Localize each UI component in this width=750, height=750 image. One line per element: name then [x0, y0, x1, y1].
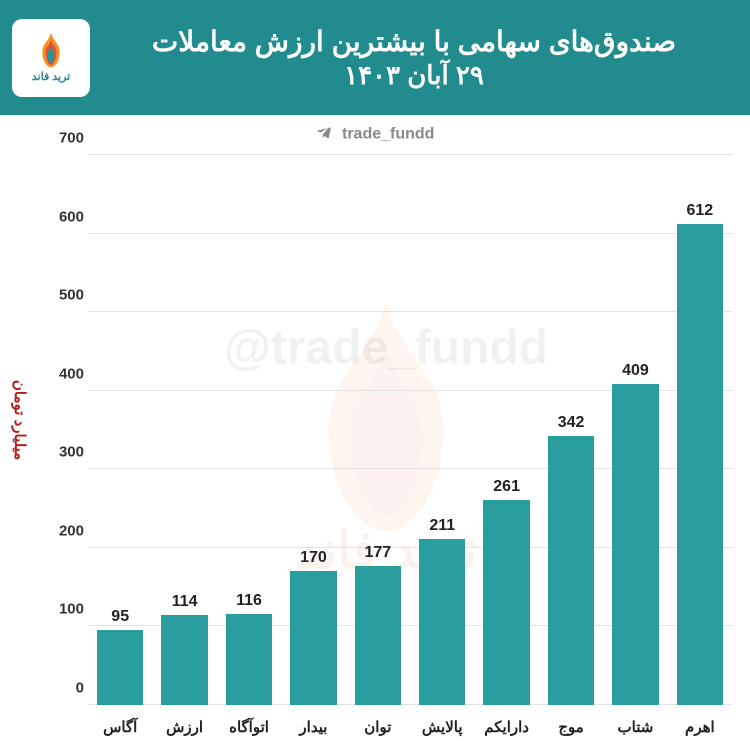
bar	[355, 566, 401, 705]
x-tick-label: اهرم	[668, 718, 732, 736]
bar-column: 211	[410, 155, 474, 705]
y-tick-label: 500	[50, 287, 84, 304]
bar-value-label: 342	[558, 414, 585, 432]
x-axis-labels: آگاسارزشاتوآگاهبیدارتوانپالایشدارایکمموج…	[88, 718, 732, 736]
bar-column: 261	[474, 155, 538, 705]
handle-row: trade_fundd	[0, 115, 750, 152]
bar	[290, 571, 336, 705]
header: ترید فاند صندوق‌های سهامی با بیشترین ارز…	[0, 0, 750, 115]
y-tick-label: 0	[50, 680, 84, 697]
bar-value-label: 114	[172, 593, 198, 611]
bar	[677, 224, 723, 705]
title-line-2: ۲۹ آبان ۱۴۰۳	[90, 60, 738, 91]
title-line-1: صندوق‌های سهامی با بیشترین ارزش معاملات	[90, 25, 738, 58]
bar-column: 342	[539, 155, 603, 705]
bars-row: 95 114 116 170 177 211 261 342 409 612	[88, 155, 732, 705]
bar-column: 95	[88, 155, 152, 705]
x-tick-label: آگاس	[88, 718, 152, 736]
brand-logo: ترید فاند	[12, 19, 90, 97]
bar	[419, 539, 465, 705]
bar	[483, 500, 529, 705]
bar-value-label: 116	[236, 592, 262, 610]
y-tick-label: 200	[50, 522, 84, 539]
y-tick-label: 100	[50, 601, 84, 618]
bar	[161, 615, 207, 705]
bar-value-label: 95	[111, 608, 129, 626]
y-tick-label: 600	[50, 208, 84, 225]
handle-text: trade_fundd	[342, 126, 434, 143]
x-tick-label: موج	[539, 718, 603, 736]
telegram-icon	[316, 123, 334, 146]
bar-value-label: 612	[687, 202, 714, 220]
y-axis-label: میلیارد تومان	[10, 380, 28, 460]
bar-column: 612	[668, 155, 732, 705]
x-tick-label: توان	[346, 718, 410, 736]
x-tick-label: دارایکم	[474, 718, 538, 736]
bar-column: 177	[346, 155, 410, 705]
header-title: صندوق‌های سهامی با بیشترین ارزش معاملات …	[90, 25, 738, 91]
bar-value-label: 261	[493, 478, 520, 496]
bar	[226, 614, 272, 705]
bar-column: 170	[281, 155, 345, 705]
y-tick-label: 400	[50, 365, 84, 382]
bar-value-label: 170	[300, 549, 327, 567]
plot-area: 0100200300400500600700951141161701772112…	[40, 155, 732, 705]
y-tick-label: 300	[50, 444, 84, 461]
bar-value-label: 177	[364, 544, 391, 562]
x-tick-label: ارزش	[152, 718, 216, 736]
flame-icon	[38, 32, 64, 68]
bar	[548, 436, 594, 705]
bar	[612, 384, 658, 705]
bar	[97, 630, 143, 705]
bar-value-label: 211	[429, 517, 455, 535]
y-tick-label: 700	[50, 130, 84, 147]
x-tick-label: اتوآگاه	[217, 718, 281, 736]
bar-column: 116	[217, 155, 281, 705]
chart: ترید فاند @trade_fundd 01002003004005006…	[40, 155, 732, 705]
logo-text: ترید فاند	[32, 70, 70, 83]
x-tick-label: بیدار	[281, 718, 345, 736]
x-tick-label: پالایش	[410, 718, 474, 736]
x-tick-label: شتاب	[603, 718, 667, 736]
bar-value-label: 409	[622, 362, 649, 380]
bar-column: 409	[603, 155, 667, 705]
bar-column: 114	[152, 155, 216, 705]
